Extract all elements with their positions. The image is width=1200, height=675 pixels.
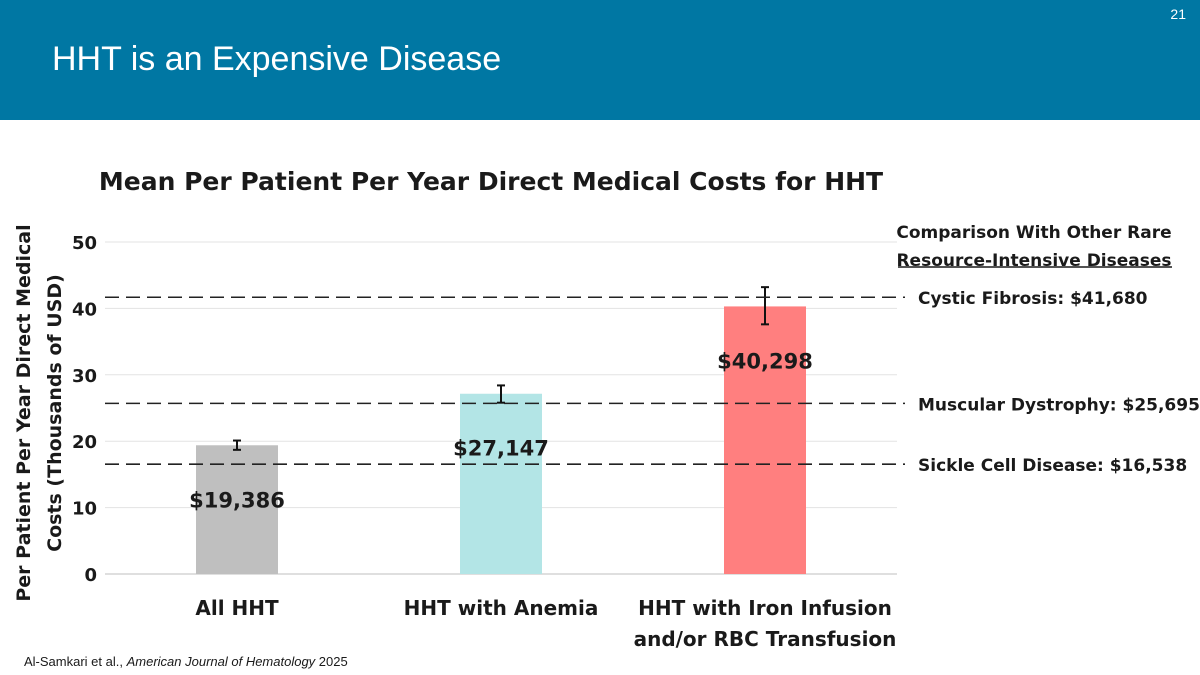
y-axis-label: Per Patient Per Year Direct Medical — [13, 224, 35, 601]
x-category-label: and/or RBC Transfusion — [634, 627, 897, 651]
comparison-heading: Comparison With Other Rare — [896, 223, 1171, 243]
y-tick-label: 10 — [72, 499, 97, 520]
x-category-label: HHT with Iron Infusion — [638, 596, 892, 620]
slide-title: HHT is an Expensive Disease — [52, 40, 502, 78]
data-label: $27,147 — [453, 437, 549, 461]
x-category-label: All HHT — [195, 596, 279, 620]
citation: Al-Samkari et al., American Journal of H… — [24, 654, 348, 669]
y-axis-label: Costs (Thousands of USD) — [44, 274, 66, 552]
reference-label: Cystic Fibrosis: $41,680 — [918, 289, 1148, 309]
comparison-heading: Resource-Intensive Diseases — [896, 251, 1171, 271]
chart-title: Mean Per Patient Per Year Direct Medical… — [99, 167, 883, 196]
reference-label: Sickle Cell Disease: $16,538 — [918, 456, 1187, 476]
data-label: $19,386 — [189, 488, 285, 512]
y-tick-label: 20 — [72, 432, 97, 453]
y-tick-label: 0 — [84, 565, 97, 586]
x-category-label: HHT with Anemia — [404, 596, 599, 620]
y-tick-label: 30 — [72, 366, 97, 387]
data-label: $40,298 — [717, 349, 813, 373]
citation-year: 2025 — [315, 654, 348, 669]
bar — [460, 393, 542, 574]
slide-number: 21 — [1170, 6, 1186, 22]
y-tick-label: 50 — [72, 233, 97, 254]
bar — [196, 445, 278, 574]
y-tick-label: 40 — [72, 299, 97, 320]
bar — [724, 306, 806, 574]
header-banner: HHT is an Expensive Disease 21 — [0, 0, 1200, 120]
citation-authors: Al-Samkari et al., — [24, 654, 127, 669]
reference-label: Muscular Dystrophy: $25,695 — [918, 395, 1200, 415]
citation-journal: American Journal of Hematology — [126, 654, 316, 669]
